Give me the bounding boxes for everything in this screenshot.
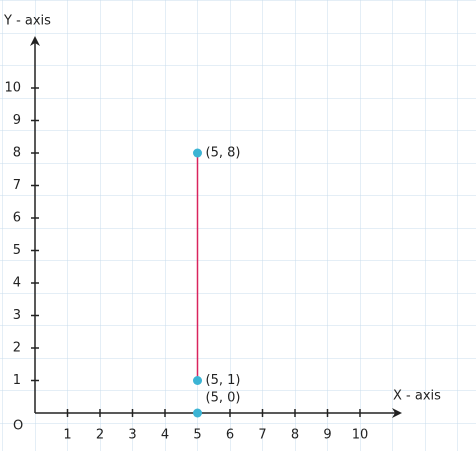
x-tick-label: 6 <box>226 428 234 443</box>
origin-label: O <box>13 419 23 434</box>
y-axis-label: Y - axis <box>3 14 51 29</box>
x-tick-label: 9 <box>323 428 331 443</box>
x-tick-label: 5 <box>193 428 201 443</box>
y-tick-label: 6 <box>13 211 21 226</box>
point-label: (5, 1) <box>206 373 241 388</box>
y-tick-label: 5 <box>13 243 21 258</box>
y-tick-label: 9 <box>13 113 21 128</box>
y-tick-label: 3 <box>13 308 21 323</box>
x-tick-label: 3 <box>128 428 136 443</box>
point <box>193 408 202 418</box>
x-axis-label: X - axis <box>393 389 441 404</box>
y-tick-label: 1 <box>13 373 21 388</box>
point-label: (5, 0) <box>206 391 241 406</box>
y-tick-label: 10 <box>4 81 21 96</box>
x-tick-label: 10 <box>352 428 369 443</box>
y-tick-label: 2 <box>13 341 21 356</box>
point <box>193 148 202 158</box>
y-tick-label: 7 <box>13 178 21 193</box>
x-tick-label: 4 <box>161 428 169 443</box>
x-tick-label: 7 <box>258 428 266 443</box>
point <box>193 376 202 385</box>
point-label: (5, 8) <box>206 146 241 161</box>
y-tick-label: 4 <box>13 276 21 291</box>
x-tick-label: 1 <box>63 428 71 443</box>
y-tick-label: 8 <box>13 146 21 161</box>
x-tick-label: 2 <box>96 428 104 443</box>
x-tick-label: 8 <box>291 428 299 443</box>
